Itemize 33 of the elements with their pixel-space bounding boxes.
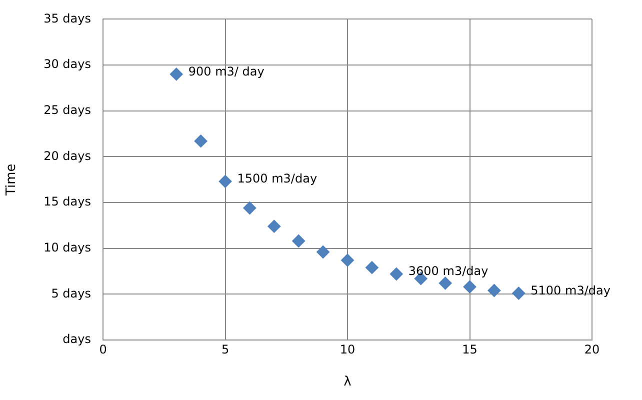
x-tick-label: 20 — [584, 342, 600, 356]
point — [512, 286, 526, 300]
point — [316, 246, 330, 259]
annotation: 3600 m3/day — [408, 264, 488, 278]
y-tick-label: 20 days — [44, 148, 92, 163]
point — [268, 220, 281, 233]
point — [463, 280, 476, 294]
y-tick-label: 10 days — [44, 240, 92, 254]
y-tick-label: days — [62, 332, 92, 346]
y-axis-title: Time — [4, 164, 20, 197]
y-tick-label: 5 days — [51, 286, 92, 300]
y-tick-label: 35 days — [44, 11, 92, 26]
annotation: 1500 m3/day — [237, 172, 318, 186]
point — [341, 254, 354, 267]
annotation: 5100 m3/day — [530, 283, 610, 298]
point — [292, 234, 306, 248]
point — [438, 276, 452, 290]
y-tick-label: 30 days — [44, 57, 92, 72]
y-tick-label: 15 days — [44, 194, 92, 209]
x-tick-label: 0 — [99, 342, 107, 356]
x-axis-title: λ — [344, 374, 352, 390]
point — [243, 202, 256, 215]
annotation: 900 m3/ day — [188, 64, 264, 78]
x-tick-label: 5 — [221, 342, 230, 356]
point — [218, 174, 232, 188]
point — [170, 68, 183, 81]
point — [194, 134, 208, 148]
x-tick-label: 15 — [462, 342, 478, 356]
x-tick-label: 10 — [340, 342, 356, 356]
y-tick-label: 25 days — [44, 102, 92, 117]
point — [390, 268, 403, 281]
point — [488, 284, 501, 298]
point — [365, 261, 378, 274]
